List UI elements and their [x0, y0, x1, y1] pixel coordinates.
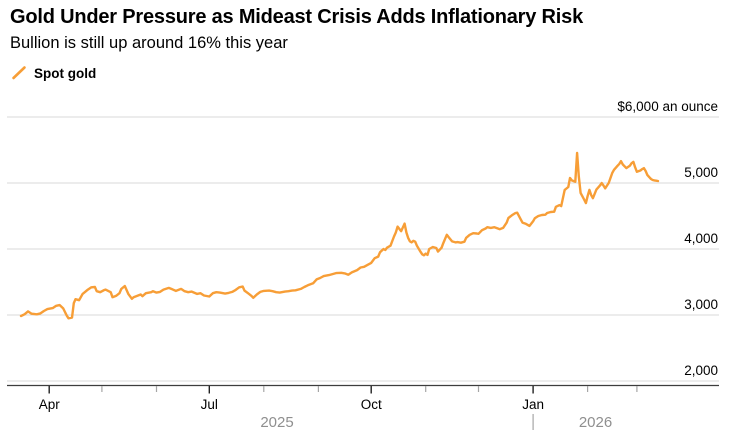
month-label: Jan — [522, 397, 544, 412]
month-label: Oct — [361, 397, 382, 412]
chart-title: Gold Under Pressure as Mideast Crisis Ad… — [10, 6, 583, 28]
chart-subtitle: Bullion is still up around 16% this year — [10, 34, 288, 52]
month-label: Apr — [39, 397, 61, 412]
price-line — [19, 151, 660, 320]
spot-gold-line-marker-icon — [12, 66, 26, 80]
legend-label-spot-gold: Spot gold — [34, 65, 97, 81]
legend: Spot gold — [11, 65, 96, 81]
y-tick-label: 2,000 — [684, 363, 718, 378]
y-tick-label: 5,000 — [684, 165, 718, 180]
year-label: 2026 — [579, 414, 612, 431]
y-axis-unit-label: $6,000 an ounce — [617, 99, 718, 114]
month-label: Jul — [201, 397, 218, 412]
y-tick-label: 3,000 — [684, 297, 718, 312]
year-label: 2025 — [260, 414, 293, 431]
y-tick-label: 4,000 — [684, 231, 718, 246]
